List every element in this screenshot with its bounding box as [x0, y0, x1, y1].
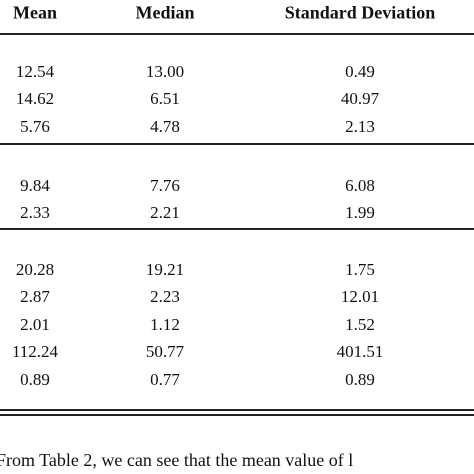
- table-cell: 0.49: [345, 62, 375, 81]
- table-cell: 0.89: [20, 369, 50, 389]
- column-header: Mean: [13, 2, 57, 23]
- table-cell: 6.08: [345, 176, 375, 195]
- table-cell: 12.01: [340, 287, 380, 307]
- table-cell: 2.87: [20, 287, 50, 307]
- table-cell: 12.54: [15, 62, 55, 81]
- table-rule: [0, 228, 474, 230]
- table-cell: 50.77: [145, 342, 185, 362]
- table-cell: 2.33: [20, 203, 50, 223]
- table-cell: 19.21: [145, 260, 185, 279]
- table-cell: 1.99: [345, 203, 375, 223]
- table-rule: [0, 143, 474, 145]
- table-cell: 14.62: [15, 89, 55, 109]
- table-cell: 1.75: [345, 260, 375, 279]
- table-cell: 1.52: [345, 314, 375, 334]
- table-cell: 7.76: [150, 176, 180, 195]
- column-header: Standard Deviation: [284, 2, 436, 23]
- table-cell: 40.97: [340, 89, 380, 109]
- table-cell: 2.13: [345, 116, 375, 136]
- table-cell: 112.24: [11, 342, 59, 362]
- table-cell: 13.00: [145, 62, 185, 81]
- table-cell: 0.77: [150, 369, 180, 389]
- paragraph: From Table 2, we can see that the mean v…: [0, 450, 354, 470]
- table-cell: 2.01: [20, 314, 50, 334]
- table-cell: 2.23: [150, 287, 180, 307]
- table-rule: [0, 414, 474, 416]
- table-cell: 0.89: [345, 369, 375, 389]
- table-cell: 401.51: [336, 342, 384, 362]
- table-cell: 6.51: [150, 89, 180, 109]
- table-cell: 5.76: [20, 116, 50, 136]
- column-header: Median: [135, 2, 195, 23]
- table-cell: 4.78: [150, 116, 180, 136]
- table-rule: [0, 409, 474, 411]
- table-cell: 9.84: [20, 176, 50, 195]
- table-cell: 2.21: [150, 203, 180, 223]
- table-cell: 1.12: [150, 314, 180, 334]
- table-cell: 20.28: [15, 260, 55, 279]
- table-rule: [0, 33, 474, 35]
